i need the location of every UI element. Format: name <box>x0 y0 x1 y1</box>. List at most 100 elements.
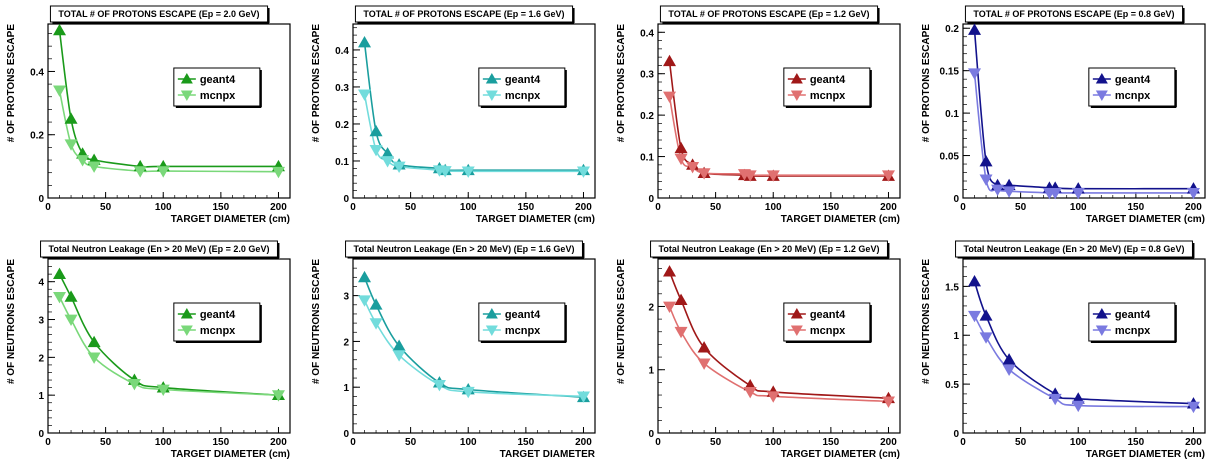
data-point-geant4 <box>697 341 711 353</box>
data-point-mcnpx <box>881 170 895 182</box>
x-tick-label: 200 <box>575 202 592 213</box>
x-tick-label: 150 <box>823 437 840 448</box>
data-point-mcnpx <box>968 68 982 80</box>
legend-marker-mcnpx <box>1095 90 1108 101</box>
x-tick-label: 0 <box>350 202 356 213</box>
plot-frame <box>962 23 1206 199</box>
x-tick-label: 150 <box>213 437 230 448</box>
legend-marker-geant4 <box>1095 308 1108 319</box>
x-tick-label: 100 <box>460 202 477 213</box>
legend-frame <box>783 67 871 107</box>
data-point-mcnpx <box>663 301 677 313</box>
x-tick-label: 100 <box>1070 437 1087 448</box>
y-axis-label: # OF NEUTRONS ESCAPE <box>311 259 322 384</box>
chart-svg: 0 50 100 150 200 0 0.2 0.4 TOTAL # OF PROTONS ES… <box>6 5 291 225</box>
data-point-mcnpx <box>271 390 285 402</box>
chart-title-box: TOTAL # OF PROTONS ESCAPE (Ep = 2.0 GeV) <box>49 5 270 24</box>
y-tick-label: 3 <box>343 292 349 303</box>
data-point-mcnpx <box>697 168 711 180</box>
legend-marker-mcnpx <box>485 90 498 101</box>
legend-marker-geant4 <box>485 308 498 319</box>
data-point-mcnpx <box>381 156 395 168</box>
y-tick-label: 0.05 <box>940 152 960 163</box>
data-point-mcnpx <box>674 153 688 166</box>
x-tick-label: 100 <box>155 437 172 448</box>
x-tick-label: 150 <box>1128 437 1145 448</box>
data-point-mcnpx <box>576 391 590 403</box>
x-tick-label: 50 <box>405 437 417 448</box>
y-tick-label: 2 <box>343 337 349 348</box>
y-tick-label: 0.3 <box>640 70 654 81</box>
data-point-mcnpx <box>1071 188 1085 200</box>
y-tick-label: 0.1 <box>945 109 959 120</box>
data-point-geant4 <box>968 274 982 287</box>
x-tick-label: 200 <box>270 437 287 448</box>
chart-title: Total Neutron Leakage (En > 20 MeV) (Ep … <box>354 244 575 254</box>
chart-panel-6: 0 50 100 150 200 0 1 2 3 Total Neutron Leakage (E… <box>305 235 610 470</box>
legend-marker-mcnpx <box>790 90 803 101</box>
y-tick-label: 0 <box>38 429 44 440</box>
x-tick-label: 200 <box>575 437 592 448</box>
x-tick-label: 0 <box>655 437 661 448</box>
data-point-geant4 <box>64 112 78 124</box>
x-tick-label: 50 <box>1015 437 1027 448</box>
legend-frame <box>478 67 566 107</box>
y-axis-label: # OF PROTONS ESCAPE <box>921 24 932 143</box>
y-tick-label: 0.4 <box>335 46 349 57</box>
chart-panel-1: 0 50 100 150 200 0 0.2 0.4 TOTAL # OF PROTONS ES… <box>0 0 305 235</box>
legend-label-mcnpx: mcnpx <box>1115 90 1151 102</box>
data-point-mcnpx <box>369 144 383 157</box>
chart-panel-2: 0 50 100 150 200 0 0.1 0.2 0.3 0.4 TOTAL # OF PROT… <box>305 0 610 235</box>
legend-label-geant4: geant4 <box>810 74 846 86</box>
data-point-mcnpx <box>766 391 780 403</box>
data-point-mcnpx <box>87 161 101 173</box>
data-point-mcnpx <box>979 174 993 186</box>
legend-label-geant4: geant4 <box>505 309 541 321</box>
data-point-mcnpx <box>697 358 711 370</box>
legend-marker-mcnpx <box>1095 325 1108 336</box>
legend-marker-mcnpx <box>180 90 193 101</box>
x-axis-label: TARGET DIAMETER <box>500 449 596 460</box>
data-point-mcnpx <box>461 386 475 399</box>
data-point-mcnpx <box>743 170 757 182</box>
y-tick-label: 0 <box>648 429 654 440</box>
x-axis-label: TARGET DIAMETER (cm) <box>1086 449 1205 460</box>
data-point-geant4 <box>979 309 993 321</box>
legend-frame <box>1088 67 1176 107</box>
legend-label-mcnpx: mcnpx <box>810 90 846 102</box>
data-point-mcnpx <box>127 378 141 391</box>
x-axis-label: TARGET DIAMETER (cm) <box>781 449 900 460</box>
legend-marker-geant4 <box>485 73 498 84</box>
data-point-geant4 <box>369 298 383 310</box>
x-tick-label: 100 <box>1070 202 1087 213</box>
x-tick-label: 0 <box>350 437 356 448</box>
x-axis-label: TARGET DIAMETER (cm) <box>171 214 290 225</box>
data-point-mcnpx <box>133 166 147 178</box>
y-tick-label: 0.2 <box>640 111 654 122</box>
y-tick-label: 0.2 <box>945 24 959 35</box>
data-point-mcnpx <box>1048 393 1062 406</box>
x-tick-label: 50 <box>100 202 112 213</box>
y-axis-label: # OF NEUTRONS ESCAPE <box>616 259 627 384</box>
x-tick-label: 150 <box>823 202 840 213</box>
x-tick-label: 100 <box>460 437 477 448</box>
data-point-mcnpx <box>64 139 78 151</box>
data-point-geant4 <box>663 265 677 277</box>
chart-panel-7: 0 50 100 150 200 0 1 2 Total Neutron Leakage (En… <box>610 235 915 470</box>
chart-title-box: TOTAL # OF PROTONS ESCAPE (Ep = 0.8 GeV) <box>964 5 1185 24</box>
y-tick-label: 0.2 <box>335 120 349 131</box>
x-tick-label: 50 <box>1015 202 1027 213</box>
chart-svg: 0 50 100 150 200 0 0.5 1 1.5 Total Neutron Leakag… <box>921 240 1206 460</box>
legend-marker-mcnpx <box>485 325 498 336</box>
legend-marker-geant4 <box>790 308 803 319</box>
chart-svg: 0 50 100 150 200 0 0.1 0.2 0.3 0.4 TOTAL # OF PROT… <box>311 5 596 225</box>
legend-marker-geant4 <box>1095 73 1108 84</box>
plot-frame <box>47 23 291 199</box>
legend-label-mcnpx: mcnpx <box>200 90 236 102</box>
x-tick-label: 0 <box>960 202 966 213</box>
data-point-geant4 <box>979 155 993 167</box>
legend-marker-geant4 <box>180 308 193 319</box>
y-axis-label: # OF NEUTRONS ESCAPE <box>921 259 932 384</box>
data-point-mcnpx <box>663 91 677 103</box>
data-point-mcnpx <box>392 350 406 362</box>
